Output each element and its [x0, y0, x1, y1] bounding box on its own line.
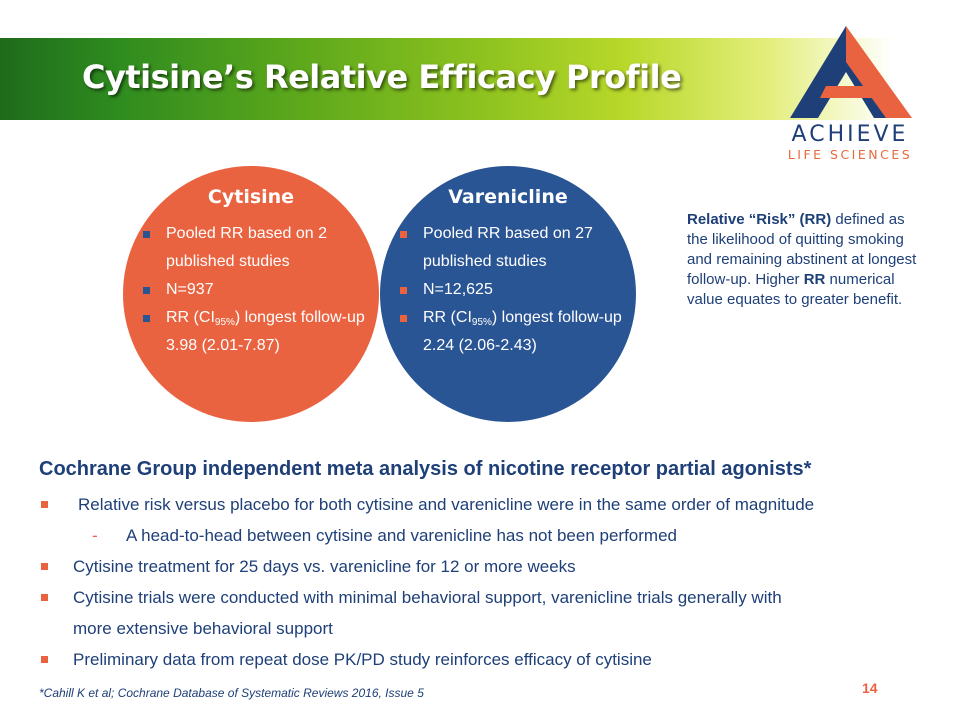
- list-item: Pooled RR based on 2 published studies: [143, 220, 365, 276]
- square-bullet-icon: [41, 563, 48, 570]
- list-item: Pooled RR based on 27 published studies: [400, 220, 622, 276]
- list-item: N=937: [143, 276, 365, 304]
- square-bullet-icon: [41, 501, 48, 508]
- rr-definition: Relative “Risk” (RR) defined as the like…: [687, 211, 917, 308]
- list-item: N=12,625: [400, 276, 622, 304]
- square-bullet-icon: [41, 594, 48, 601]
- page-number: 14: [862, 680, 878, 696]
- cytisine-bullets: Pooled RR based on 2 published studies N…: [143, 220, 365, 360]
- square-bullet-icon: [41, 656, 48, 663]
- square-bullet-icon: [400, 287, 407, 294]
- dash-bullet-icon: -: [92, 526, 98, 545]
- square-bullet-icon: [400, 315, 407, 322]
- square-bullet-icon: [143, 287, 150, 294]
- list-item: Relative risk versus placebo for both cy…: [38, 489, 938, 520]
- varenicline-bullets: Pooled RR based on 27 published studies …: [400, 220, 622, 360]
- square-bullet-icon: [143, 231, 150, 238]
- varenicline-title: Varenicline: [448, 186, 568, 208]
- cytisine-circle: Cytisine Pooled RR based on 2 published …: [123, 166, 379, 422]
- slide-title: Cytisine’s Relative Efficacy Profile: [82, 58, 682, 96]
- company-logo: ACHIEVE LIFE SCIENCES: [766, 22, 936, 172]
- footnote: *Cahill K et al; Cochrane Database of Sy…: [39, 686, 424, 700]
- summary-bullets: Relative risk versus placebo for both cy…: [38, 489, 938, 675]
- logo-subtitle: LIFE SCIENCES: [787, 147, 913, 162]
- varenicline-circle: Varenicline Pooled RR based on 27 publis…: [380, 166, 636, 422]
- cytisine-title: Cytisine: [207, 186, 295, 208]
- list-item: -A head-to-head between cytisine and var…: [38, 520, 938, 551]
- logo-triangle-icon: [790, 26, 912, 118]
- list-item: Cytisine treatment for 25 days vs. varen…: [38, 551, 938, 582]
- list-item: RR (CI95%) longest follow-up 3.98 (2.01-…: [143, 304, 365, 360]
- square-bullet-icon: [143, 315, 150, 322]
- list-item: Cytisine trials were conducted with mini…: [38, 582, 938, 613]
- square-bullet-icon: [400, 231, 407, 238]
- list-item: RR (CI95%) longest follow-up 2.24 (2.06-…: [400, 304, 622, 360]
- list-item: Preliminary data from repeat dose PK/PD …: [38, 644, 938, 675]
- list-item-continuation: more extensive behavioral support: [73, 619, 333, 638]
- section-heading: Cochrane Group independent meta analysis…: [39, 458, 812, 480]
- logo-name: ACHIEVE: [791, 122, 909, 147]
